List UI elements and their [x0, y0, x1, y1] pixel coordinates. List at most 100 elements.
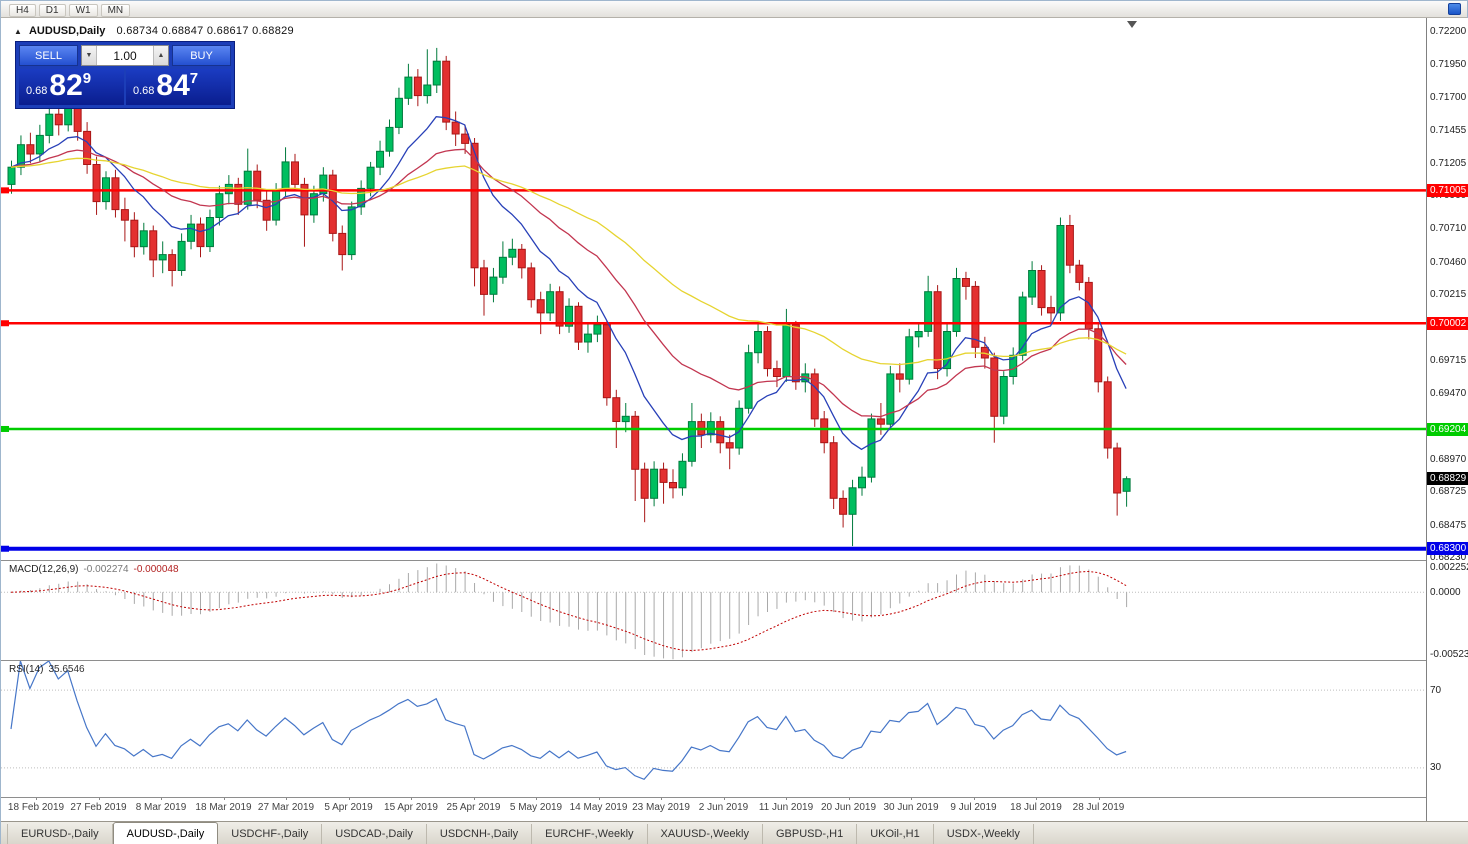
chart-ohlc-values: 0.68734 0.68847 0.68617 0.68829: [116, 25, 294, 37]
chart-tab-usdcnh-daily[interactable]: USDCNH-,Daily: [427, 824, 533, 844]
date-axis[interactable]: 18 Feb 2019 27 Feb 2019 8 Mar 2019 18 Mar 2…: [1, 797, 1426, 821]
price-tick-label: 0.68475: [1430, 519, 1467, 531]
timeframe-toolbar: H4 D1 W1 MN: [1, 1, 1467, 18]
date-tick: [848, 797, 850, 800]
current-price-label: 0.68829: [1427, 472, 1468, 486]
rsi-axis-label: 70: [1430, 684, 1442, 696]
timeframe-button-d1[interactable]: D1: [38, 4, 66, 17]
date-label: 30 Jun 2019: [883, 802, 939, 813]
chart-tab-gbpusd-h1[interactable]: GBPUSD-,H1: [763, 824, 858, 844]
rsi-name: RSI(14): [9, 664, 44, 675]
date-label: 18 Jul 2019: [1010, 802, 1062, 813]
sell-button[interactable]: SELL: [19, 45, 78, 66]
sell-price-pip-digit: 9: [82, 70, 92, 87]
price-tick-label: 0.68970: [1430, 454, 1467, 465]
date-tick: [661, 797, 662, 800]
chart-tab-usdcad-daily[interactable]: USDCAD-,Daily: [322, 824, 427, 844]
chart-tab-audusd-daily[interactable]: AUDUSD-,Daily: [112, 822, 219, 844]
macd-label: MACD(12,26,9) -0.002274 -0.000048: [9, 564, 179, 575]
timeframe-buttons: H4 D1 W1 MN: [9, 0, 133, 18]
sell-price-big-digits: 82: [49, 69, 83, 102]
price-tick-label: 0.71700: [1430, 92, 1467, 104]
rsi-pane-separator[interactable]: [1, 660, 1468, 661]
date-tick: [223, 797, 225, 800]
price-tick-label: 0.72200: [1430, 26, 1467, 37]
macd-axis-label: 0.002252: [1430, 562, 1468, 573]
volume-increase-button[interactable]: ▲: [153, 46, 168, 65]
level-price-label: 0.69204: [1427, 422, 1468, 436]
level-line-anchor: [1, 545, 9, 552]
price-tick-label: 0.70215: [1430, 289, 1467, 300]
date-tick: [348, 797, 350, 800]
date-label: 5 Apr 2019: [324, 802, 373, 813]
price-tick-label: 0.68230: [1430, 552, 1467, 563]
timeframe-button-w1[interactable]: W1: [68, 4, 98, 17]
chart-tab-xauusd-weekly[interactable]: XAUUSD-,Weekly: [648, 824, 763, 844]
buy-button[interactable]: BUY: [172, 45, 231, 66]
macd-main-value: -0.002274: [83, 564, 129, 575]
moving-average-line-24: [10, 148, 1127, 418]
date-tick: [36, 797, 37, 800]
buy-price-display[interactable]: 0.68 84 7: [126, 69, 231, 105]
chart-tab-usdx-weekly[interactable]: USDX-,Weekly: [934, 824, 1034, 844]
date-label: 27 Feb 2019: [70, 802, 127, 813]
macd-signal-value: -0.000048: [133, 564, 179, 575]
price-tick-label: 0.69470: [1430, 387, 1467, 399]
sell-price-prefix: 0.68: [26, 85, 48, 97]
moving-average-line-10: [10, 116, 1127, 451]
level-price-label: 0.68300: [1427, 542, 1468, 556]
window-icon[interactable]: [1448, 3, 1461, 15]
candles-layer: [7, 47, 1131, 547]
price-axis[interactable]: 0.722000.719500.717000.714550.712050.709…: [1426, 18, 1468, 821]
timeframe-button-mn[interactable]: MN: [100, 4, 131, 17]
level-line-anchor: [1, 187, 9, 194]
date-tick: [786, 797, 787, 800]
buy-price-big-digits: 84: [156, 69, 190, 102]
trade-panel-collapse-icon[interactable]: ▲: [14, 27, 22, 36]
buy-price-prefix: 0.68: [133, 85, 155, 97]
price-tick-label: 0.68725: [1430, 486, 1467, 498]
date-axis-separator: [1, 797, 1468, 798]
macd-name: MACD(12,26,9): [9, 564, 79, 575]
macd-histogram: [20, 563, 1128, 660]
sell-price-display[interactable]: 0.68 82 9: [19, 69, 124, 105]
price-chart-canvas[interactable]: [1, 18, 1426, 560]
macd-indicator-canvas[interactable]: [1, 561, 1426, 660]
rsi-indicator-canvas[interactable]: [1, 661, 1426, 797]
chart-tab-ukoil-h1[interactable]: UKOil-,H1: [857, 824, 934, 844]
volume-input[interactable]: [97, 46, 153, 65]
date-tick: [973, 797, 975, 800]
price-tick-label: 0.71950: [1430, 59, 1467, 71]
chart-shift-marker-icon[interactable]: [1127, 21, 1137, 28]
timeframe-button-h4[interactable]: H4: [9, 4, 36, 17]
date-label: 23 May 2019: [632, 802, 690, 813]
one-click-trading-panel: SELL ▼ ▲ BUY 0.68 82 9 0.68 84 7: [15, 41, 235, 109]
date-label: 15 Apr 2019: [384, 802, 438, 813]
macd-pane-separator[interactable]: [1, 560, 1468, 561]
buy-price-pip-digit: 7: [189, 70, 199, 87]
date-tick: [598, 797, 600, 800]
date-label: 28 Jul 2019: [1072, 802, 1125, 813]
rsi-value: 35.6546: [48, 664, 85, 675]
price-tick-label: 0.71205: [1430, 157, 1467, 169]
macd-signal-line: [10, 570, 1127, 652]
chart-title-row: ▲ AUDUSD,Daily 0.68734 0.68847 0.68617 0…: [14, 25, 294, 37]
date-label: 20 Jun 2019: [820, 802, 877, 813]
rsi-axis-label: 30: [1430, 762, 1442, 774]
price-tick-label: 0.70710: [1430, 223, 1467, 235]
rsi-line: [10, 661, 1127, 781]
chart-tab-usdchf-daily[interactable]: USDCHF-,Daily: [218, 824, 323, 844]
date-label: 18 Mar 2019: [195, 802, 252, 813]
volume-decrease-button[interactable]: ▼: [82, 46, 97, 65]
level-line-anchor: [1, 320, 9, 327]
volume-control: ▼ ▲: [81, 45, 169, 66]
price-tick-label: 0.69715: [1430, 355, 1467, 367]
level-price-label: 0.70002: [1427, 316, 1468, 330]
date-tick: [1036, 797, 1037, 800]
date-tick: [161, 797, 162, 800]
macd-axis-label: -0.005234: [1430, 649, 1468, 660]
chart-tab-eurchf-weekly[interactable]: EURCHF-,Weekly: [532, 824, 648, 844]
level-price-label: 0.71005: [1427, 183, 1468, 197]
chart-tab-eurusd-daily[interactable]: EURUSD-,Daily: [7, 824, 113, 844]
date-label: 14 May 2019: [569, 802, 628, 813]
